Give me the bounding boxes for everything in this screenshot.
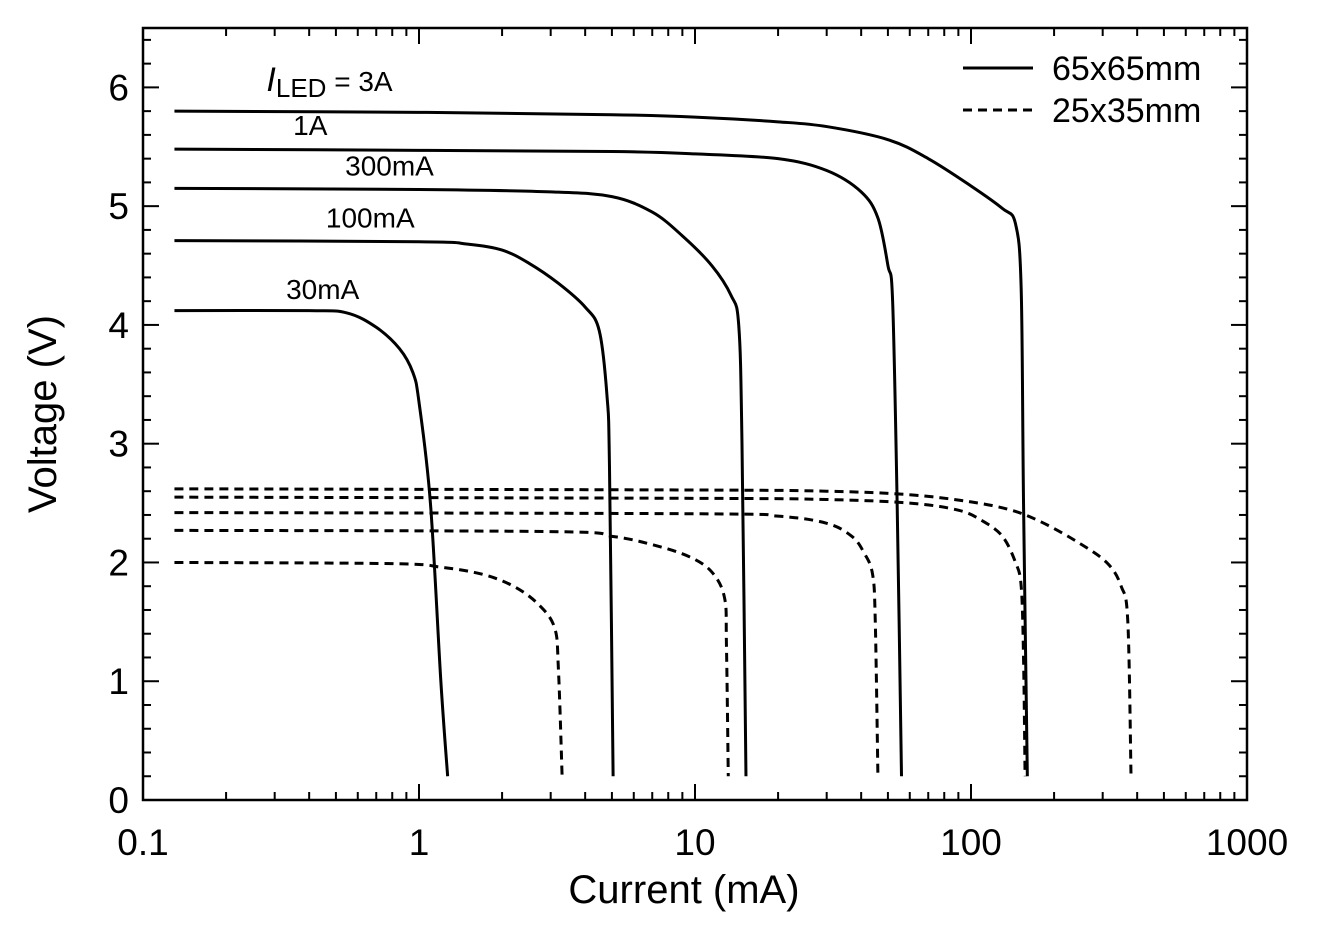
curve-label: ILED = 3A bbox=[266, 61, 393, 103]
series-line-25x35-100mA bbox=[174, 528, 730, 777]
curve-label-main: I bbox=[266, 61, 276, 99]
series-line-65x65-30mA bbox=[174, 308, 450, 777]
y-tick-label: 0 bbox=[108, 780, 129, 821]
y-tick-label: 3 bbox=[108, 424, 129, 465]
x-tick-label: 0.1 bbox=[117, 822, 168, 863]
x-tick-label: 1 bbox=[409, 822, 430, 863]
series-line-65x65-3A bbox=[174, 109, 1029, 777]
x-axis-title: Current (mA) bbox=[568, 868, 799, 912]
curves-layer bbox=[174, 109, 1133, 777]
curve-label-sub: LED bbox=[276, 73, 327, 103]
series-line-25x35-300mA bbox=[174, 511, 880, 777]
series-line-65x65-300mA bbox=[174, 186, 748, 777]
curve-label-rest: = 3A bbox=[326, 66, 392, 97]
curve-label: 100mA bbox=[326, 203, 415, 234]
y-tick-label: 2 bbox=[108, 542, 129, 583]
curve-label-main: 300mA bbox=[345, 150, 434, 181]
y-tick-label: 4 bbox=[108, 305, 129, 346]
curve-label-main: 100mA bbox=[326, 203, 415, 234]
x-tick-label: 100 bbox=[940, 822, 1002, 863]
y-axis-title: Voltage (V) bbox=[21, 315, 65, 513]
series-line-25x35-1A bbox=[174, 495, 1027, 777]
legend-label-65x65: 65x65mm bbox=[1052, 50, 1201, 88]
labels-layer: 0.1 1 10 100 1000 0 1 2 3 4 5 6 ILED = 3A 1A 300mA 100m… bbox=[108, 61, 1288, 863]
plot-frame bbox=[141, 26, 1249, 802]
series-line-25x35-30mA bbox=[174, 560, 564, 777]
x-tick-label: 1000 bbox=[1206, 822, 1288, 863]
curve-label-main: 1A bbox=[293, 110, 328, 141]
curve-label: 300mA bbox=[345, 150, 434, 181]
legend-label-25x35: 25x35mm bbox=[1052, 92, 1201, 130]
series-line-65x65-100mA bbox=[174, 239, 615, 777]
ticks-layer bbox=[142, 28, 1248, 801]
series-line-65x65-1A bbox=[174, 147, 903, 777]
y-tick-label: 5 bbox=[108, 186, 129, 227]
y-tick-label: 6 bbox=[108, 67, 129, 108]
curve-label: 1A bbox=[293, 110, 328, 141]
curve-label-main: 30mA bbox=[286, 274, 359, 305]
series-line-25x35-3A bbox=[174, 487, 1133, 777]
x-tick-label: 10 bbox=[674, 822, 715, 863]
legend: 65x65mm 25x35mm bbox=[963, 50, 1201, 130]
curve-label: 30mA bbox=[286, 274, 359, 305]
y-tick-label: 1 bbox=[108, 661, 129, 702]
